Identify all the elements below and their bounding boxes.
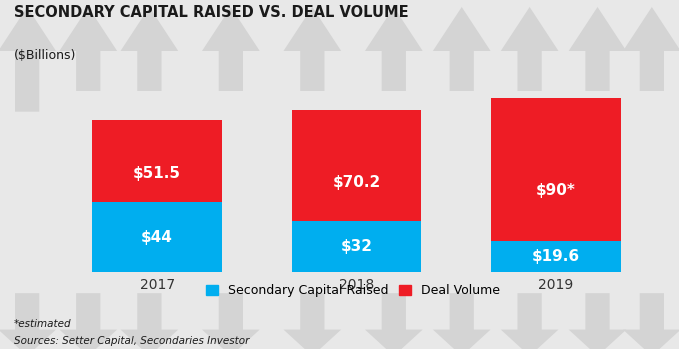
Text: $70.2: $70.2 [332, 174, 381, 190]
Bar [491, 98, 621, 241]
Text: *estimated: *estimated [14, 319, 71, 329]
Text: $32: $32 [340, 239, 373, 254]
Bar [92, 202, 222, 272]
Text: SECONDARY CAPITAL RAISED VS. DEAL VOLUME: SECONDARY CAPITAL RAISED VS. DEAL VOLUME [14, 5, 408, 20]
Text: $90*: $90* [536, 183, 576, 198]
Bar [292, 221, 421, 272]
Text: ($Billions): ($Billions) [14, 49, 76, 62]
Bar [292, 110, 421, 221]
Text: $19.6: $19.6 [532, 249, 580, 264]
Bar [92, 120, 222, 202]
Text: Sources: Setter Capital, Secondaries Investor: Sources: Setter Capital, Secondaries Inv… [14, 336, 249, 346]
Text: $51.5: $51.5 [133, 166, 181, 181]
Text: $44: $44 [141, 230, 173, 245]
Legend: Secondary Capital Raised, Deal Volume: Secondary Capital Raised, Deal Volume [206, 284, 500, 297]
Bar [491, 241, 621, 272]
